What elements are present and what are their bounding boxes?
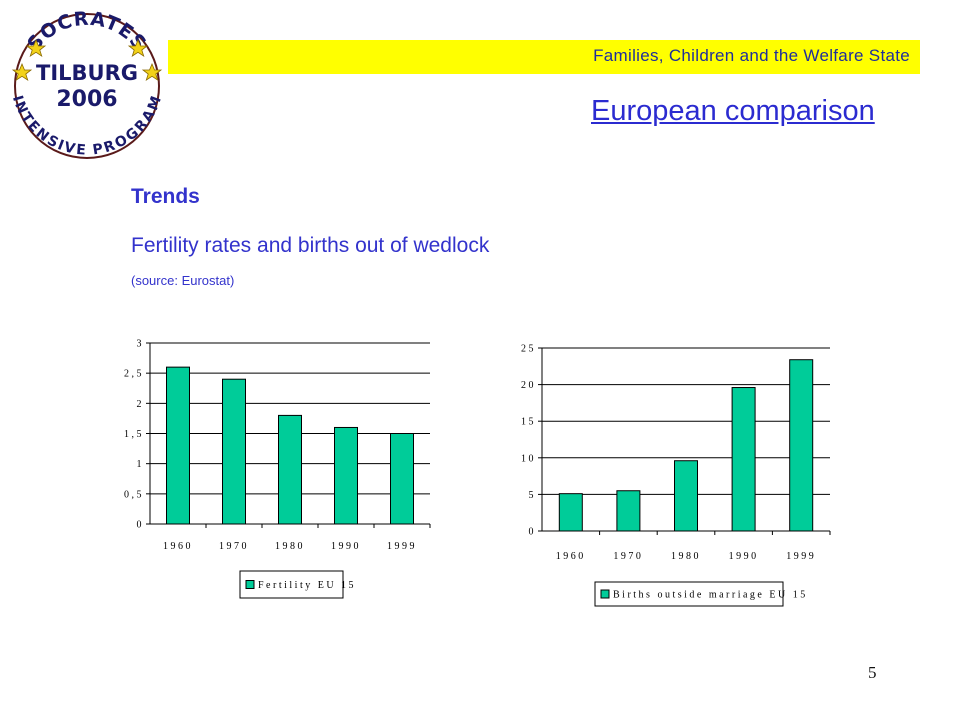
legend-swatch — [245, 580, 255, 589]
star-icon — [127, 38, 149, 57]
legend-box — [594, 581, 784, 607]
y-tick-label: 0 — [529, 527, 537, 538]
logo-city: TILBURG — [36, 61, 138, 85]
logo-year: 2006 — [56, 87, 117, 112]
y-tick-label: 2 — [137, 399, 145, 410]
bar — [390, 433, 414, 525]
legend-label: Births outside marriage EU 15 — [613, 590, 808, 601]
star-icon — [25, 38, 47, 57]
y-tick-label: 1,5 — [124, 429, 144, 440]
y-tick-label: 20 — [521, 380, 536, 391]
x-tick-label: 1970 — [613, 551, 643, 562]
x-tick-label: 1960 — [556, 551, 586, 562]
bar — [278, 414, 302, 525]
slide-subtitle: Fertility rates and births out of wedloc… — [131, 234, 490, 257]
legend-box — [239, 570, 344, 599]
star-icon — [11, 62, 33, 81]
bar — [334, 426, 358, 525]
x-tick-label: 1960 — [163, 541, 193, 552]
y-tick-label: 5 — [529, 490, 537, 501]
y-tick-label: 25 — [521, 344, 536, 355]
star-icon — [141, 62, 163, 81]
bar — [789, 359, 814, 532]
bar — [166, 366, 190, 525]
header-banner: Families, Children and the Welfare State — [168, 40, 920, 74]
y-tick-label: 10 — [521, 453, 536, 464]
section-title: Trends — [131, 185, 200, 208]
x-tick-label: 1999 — [786, 551, 816, 562]
fertility-chart: 0 0,5 1 1,5 2 2,5 3 1960 1970 1980 1990 1999 Fertili… — [124, 339, 431, 599]
source-note: (source: Eurostat) — [131, 273, 235, 288]
x-tick-label: 1980 — [275, 541, 305, 552]
legend-label: Fertility EU 15 — [258, 580, 356, 591]
y-tick-label: 1 — [137, 459, 145, 470]
y-tick-label: 0,5 — [124, 489, 144, 500]
y-tick-label: 15 — [521, 417, 536, 428]
x-tick-label: 1980 — [671, 551, 701, 562]
x-tick-label: 1999 — [387, 541, 417, 552]
y-tick-label: 2,5 — [124, 369, 144, 380]
x-tick-label: 1990 — [331, 541, 361, 552]
y-tick-label: 3 — [137, 339, 145, 350]
slide-heading[interactable]: European comparison — [591, 95, 875, 127]
page-number: 5 — [868, 663, 877, 682]
bar — [222, 378, 246, 525]
bar — [731, 387, 756, 532]
y-tick-label: 0 — [137, 520, 145, 531]
bar — [674, 460, 698, 532]
x-tick-label: 1990 — [729, 551, 759, 562]
legend-swatch — [600, 589, 610, 599]
bar — [616, 490, 641, 532]
births-outside-marriage-chart: 0 5 10 15 20 25 1960 1970 1980 1990 1999 Births out… — [521, 344, 831, 607]
banner-title: Families, Children and the Welfare State — [593, 46, 910, 65]
x-tick-label: 1970 — [219, 541, 249, 552]
bar — [558, 493, 583, 532]
socrates-logo: SOCRATES INTENSIVE PROGRAM TILBURG 2006 — [9, 8, 165, 159]
